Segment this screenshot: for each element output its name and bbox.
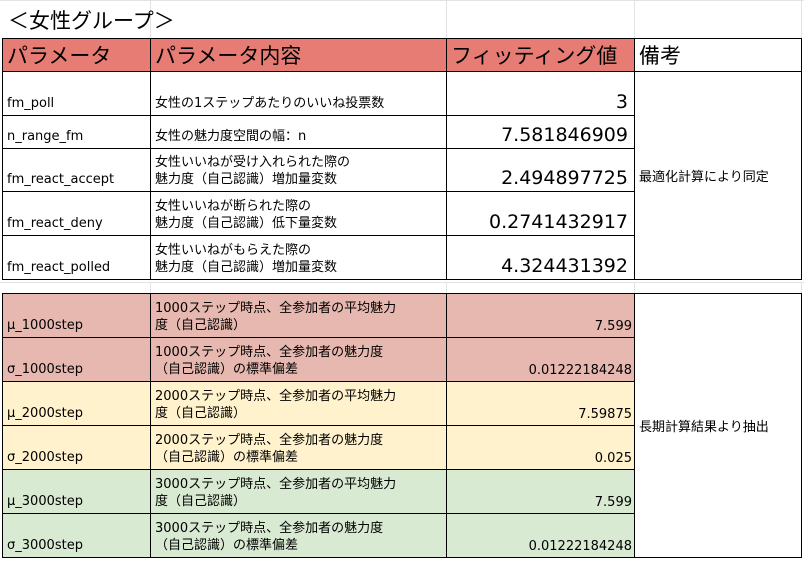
desc-line: 女性いいねがもらえた際の — [155, 243, 312, 258]
param-cell[interactable]: fm_poll — [2, 71, 151, 116]
header-content[interactable]: パラメータ内容 — [150, 38, 447, 72]
desc-line: 度（自己認識） — [155, 494, 247, 509]
desc-cell[interactable]: 3000ステップ時点、全参加者の平均魅力 度（自己認識） — [150, 469, 447, 514]
value-cell[interactable]: 4.324431392 — [446, 235, 635, 280]
desc-cell[interactable]: 1000ステップ時点、全参加者の魅力度 （自己認識）の標準偏差 — [150, 337, 447, 382]
header-param[interactable]: パラメータ — [2, 38, 151, 72]
table-row: μ_1000step 1000ステップ時点、全参加者の平均魅力 度（自己認識） 7… — [2, 293, 802, 558]
desc-cell[interactable]: 2000ステップ時点、全参加者の平均魅力 度（自己認識） — [150, 381, 447, 426]
header-fitting[interactable]: フィッティング値 — [446, 38, 635, 72]
value-cell[interactable]: 0.01222184248 — [446, 337, 635, 382]
param-cell[interactable]: μ_1000step — [2, 293, 151, 338]
header-note[interactable]: 備考 — [634, 38, 802, 72]
table-row: fm_poll 女性の1ステップあたりのいいね投票数 3 最適化計算により同定 — [2, 71, 802, 280]
desc-cell[interactable]: 2000ステップ時点、全参加者の魅力度 （自己認識）の標準偏差 — [150, 425, 447, 470]
desc-cell[interactable]: 3000ステップ時点、全参加者の魅力度 （自己認識）の標準偏差 — [150, 513, 447, 558]
value-cell[interactable]: 3 — [446, 71, 635, 116]
table-row: σ_2000step 2000ステップ時点、全参加者の魅力度 （自己認識）の標準偏… — [2, 425, 802, 470]
desc-line: 女性いいねが受け入れられた際の — [155, 155, 351, 170]
desc-line: （自己認識）の標準偏差 — [155, 538, 299, 553]
param-cell[interactable]: μ_3000step — [2, 469, 151, 514]
table-row: fm_react_accept 女性いいねが受け入れられた際の 魅力度（自己認識）… — [2, 148, 802, 192]
desc-line: 度（自己認識） — [155, 406, 247, 421]
desc-line: 魅力度（自己認識）増加量変数 — [155, 260, 338, 275]
param-cell[interactable]: σ_1000step — [2, 337, 151, 382]
table-row: fm_react_deny 女性いいねが断られた際の魅力度（自己認識）低下量変数… — [2, 191, 802, 236]
desc-cell[interactable]: 女性の1ステップあたりのいいね投票数 — [150, 71, 447, 116]
table-row: fm_react_polled 女性いいねがもらえた際の魅力度（自己認識）増加量… — [2, 235, 802, 280]
value-cell[interactable]: 7.599 — [446, 469, 635, 514]
desc-cell[interactable]: 1000ステップ時点、全参加者の平均魅力 度（自己認識） — [150, 293, 447, 338]
table-row: μ_2000step 2000ステップ時点、全参加者の平均魅力 度（自己認識） 7… — [2, 381, 802, 426]
desc-line: 3000ステップ時点、全参加者の魅力度 — [155, 521, 384, 536]
desc-line: 度（自己認識） — [155, 318, 247, 333]
value-cell[interactable]: 7.59875 — [446, 381, 635, 426]
table-row: σ_3000step 3000ステップ時点、全参加者の魅力度 （自己認識）の標準偏… — [2, 513, 802, 558]
header-row: パラメータ パラメータ内容 フィッティング値 備考 — [2, 38, 802, 72]
param-cell[interactable]: fm_react_polled — [2, 235, 151, 280]
param-cell[interactable]: fm_react_accept — [2, 148, 151, 192]
desc-line: 2000ステップ時点、全参加者の平均魅力 — [155, 389, 397, 404]
note-cell[interactable]: 長期計算結果より抽出 — [634, 293, 802, 558]
value-cell[interactable]: 0.2741432917 — [446, 191, 635, 236]
table-row: σ_1000step 1000ステップ時点、全参加者の魅力度 （自己認識）の標準偏… — [2, 337, 802, 382]
desc-line: 1000ステップ時点、全参加者の魅力度 — [155, 345, 384, 360]
value-cell[interactable]: 7.599 — [446, 293, 635, 338]
param-cell[interactable]: fm_react_deny — [2, 191, 151, 236]
desc-line: （自己認識）の標準偏差 — [155, 450, 299, 465]
value-cell[interactable]: 7.581846909 — [446, 115, 635, 149]
desc-line: 2000ステップ時点、全参加者の魅力度 — [155, 433, 384, 448]
desc-line: 女性いいねが断られた際の — [155, 199, 312, 214]
desc-line: 魅力度（自己認識）増加量変数 — [155, 172, 338, 187]
desc-cell[interactable]: 女性いいねがもらえた際の魅力度（自己認識）増加量変数 — [150, 235, 447, 280]
table-row: n_range_fm 女性の魅力度空間の幅：n 7.581846909 — [2, 115, 802, 149]
desc-cell[interactable]: 女性いいねが断られた際の魅力度（自己認識）低下量変数 — [150, 191, 447, 236]
param-cell[interactable]: σ_2000step — [2, 425, 151, 470]
desc-cell[interactable]: 女性いいねが受け入れられた際の 魅力度（自己認識）増加量変数 — [150, 148, 447, 192]
long-run-statistics-table: μ_1000step 1000ステップ時点、全参加者の平均魅力 度（自己認識） 7… — [2, 293, 802, 558]
desc-line: 1000ステップ時点、全参加者の平均魅力 — [155, 301, 397, 316]
desc-cell[interactable]: 女性の魅力度空間の幅：n — [150, 115, 447, 149]
note-cell[interactable]: 最適化計算により同定 — [634, 71, 802, 280]
page-title: ＜女性グループ＞ — [8, 9, 175, 33]
desc-line: 女性の魅力度空間の幅：n — [155, 129, 307, 144]
value-cell[interactable]: 0.025 — [446, 425, 635, 470]
param-cell[interactable]: n_range_fm — [2, 115, 151, 149]
desc-line: （自己認識）の標準偏差 — [155, 362, 299, 377]
value-cell[interactable]: 2.494897725 — [446, 148, 635, 192]
value-cell[interactable]: 0.01222184248 — [446, 513, 635, 558]
param-cell[interactable]: σ_3000step — [2, 513, 151, 558]
desc-line: 魅力度（自己認識）低下量変数 — [155, 216, 338, 231]
desc-line: 3000ステップ時点、全参加者の平均魅力 — [155, 477, 397, 492]
desc-line: 女性の1ステップあたりのいいね投票数 — [155, 96, 385, 111]
param-cell[interactable]: μ_2000step — [2, 381, 151, 426]
separator-row — [0, 282, 804, 293]
fitted-parameter-table: パラメータ パラメータ内容 フィッティング値 備考 fm_poll 女性の1ステ… — [2, 38, 802, 280]
title-row-gridlines — [0, 0, 804, 40]
